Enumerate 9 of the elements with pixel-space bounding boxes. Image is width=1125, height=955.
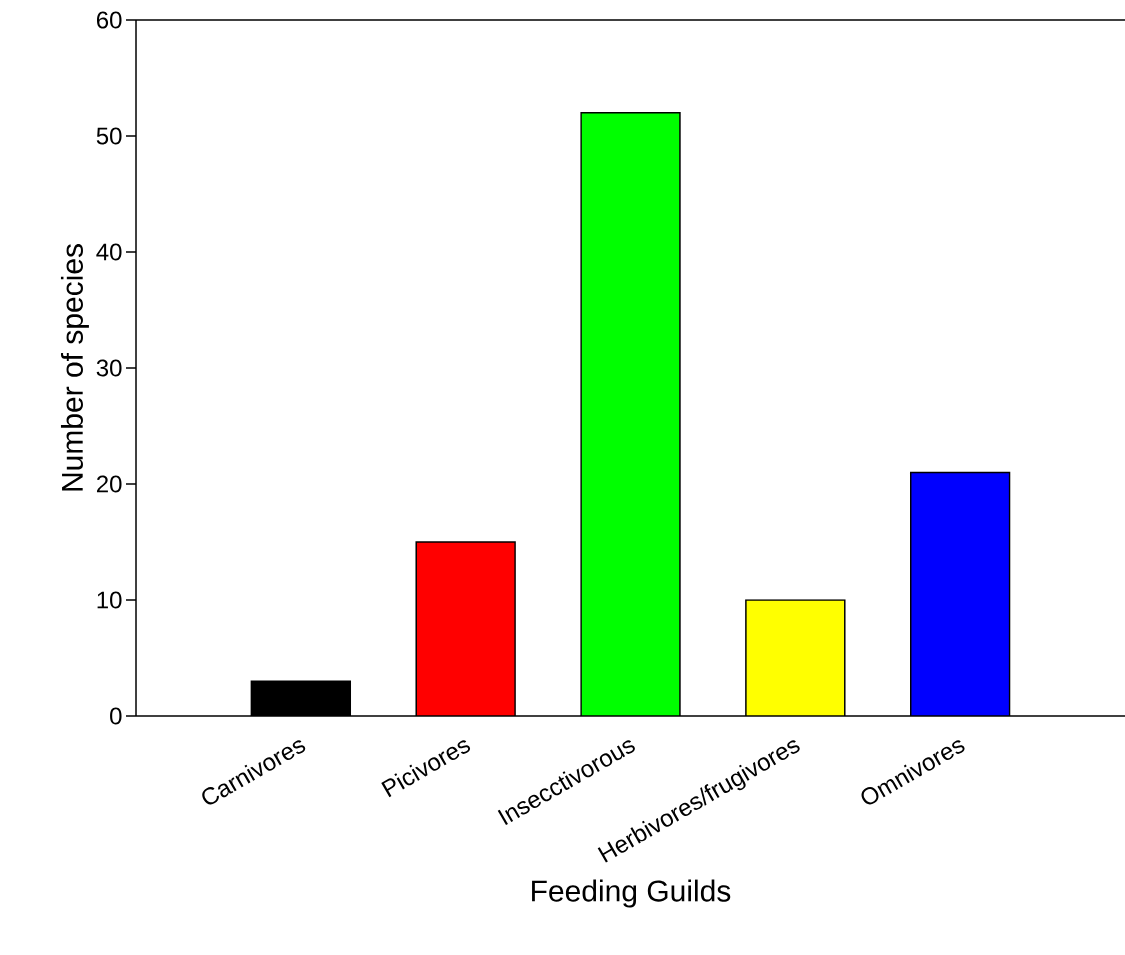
y-tick-label: 20 xyxy=(96,475,122,493)
y-tick-label: 40 xyxy=(96,243,122,261)
y-tick-label: 50 xyxy=(96,127,122,145)
y-tick-label: 10 xyxy=(97,591,122,609)
y-axis-title: Number of species xyxy=(60,244,89,491)
y-tick-label: 60 xyxy=(97,11,122,29)
y-tick-label: 30 xyxy=(96,359,122,377)
y-tick-label: 0 xyxy=(110,707,122,725)
x-axis-title: Feeding Guilds xyxy=(532,879,731,908)
